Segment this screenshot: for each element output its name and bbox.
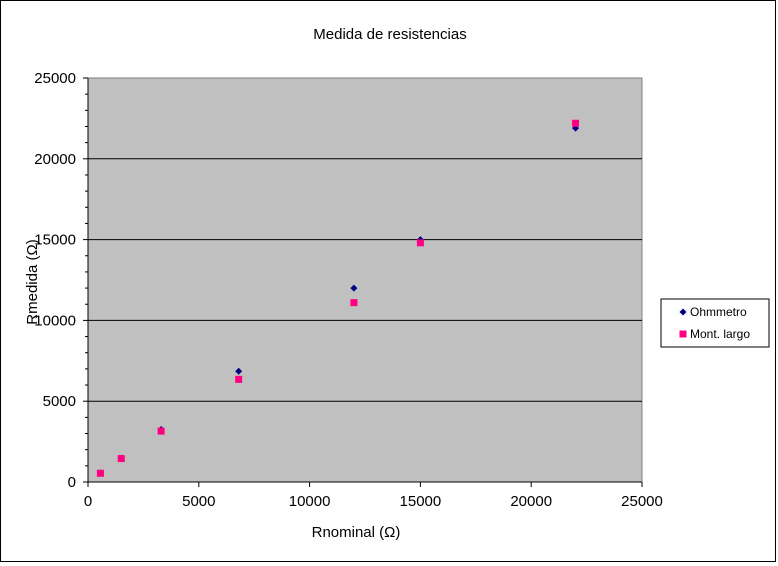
data-point [350,284,358,292]
series-2 [96,119,580,477]
data-point [416,239,424,247]
chart-title: Medida de resistencias [313,26,466,43]
data-point [572,119,580,127]
x-tick-label: 25000 [621,493,663,510]
data-point [96,469,104,477]
y-tick-label: 25000 [34,70,76,87]
y-tick-label: 10000 [34,312,76,329]
y-tick-label: 0 [68,474,76,491]
data-point [350,299,358,307]
data-point [117,455,125,463]
legend-item: Mont. largo [679,327,750,341]
x-tick-label: 10000 [289,493,331,510]
y-tick-label: 15000 [34,232,76,249]
data-points [96,119,580,477]
legend-label: Mont. largo [690,327,750,341]
x-tick-label: 15000 [400,493,442,510]
legend-item: Ohmmetro [679,305,747,319]
legend-label: Ohmmetro [690,305,747,319]
data-point [235,375,243,383]
data-point [235,367,243,375]
x-axis-label: Rnominal (Ω) [312,524,401,541]
y-tick-label: 20000 [34,151,76,168]
x-tick-label: 0 [84,493,92,510]
gridlines [88,158,642,402]
data-point [157,427,165,435]
legend-box [660,298,770,348]
legend-marker [679,308,687,316]
y-axis-ticks: 0 5000 10000 15000 20000 25000 [34,70,88,491]
x-tick-label: 5000 [182,493,215,510]
legend: Ohmmetro Mont. largo [660,298,770,348]
y-axis-label: Rmedida (Ω) [24,239,41,324]
axes [87,78,642,483]
y-tick-label: 5000 [43,393,76,410]
plot-area [87,77,643,483]
x-axis-ticks: 0 5000 10000 15000 20000 25000 [84,482,663,510]
x-tick-label: 20000 [510,493,552,510]
legend-marker [679,330,687,338]
